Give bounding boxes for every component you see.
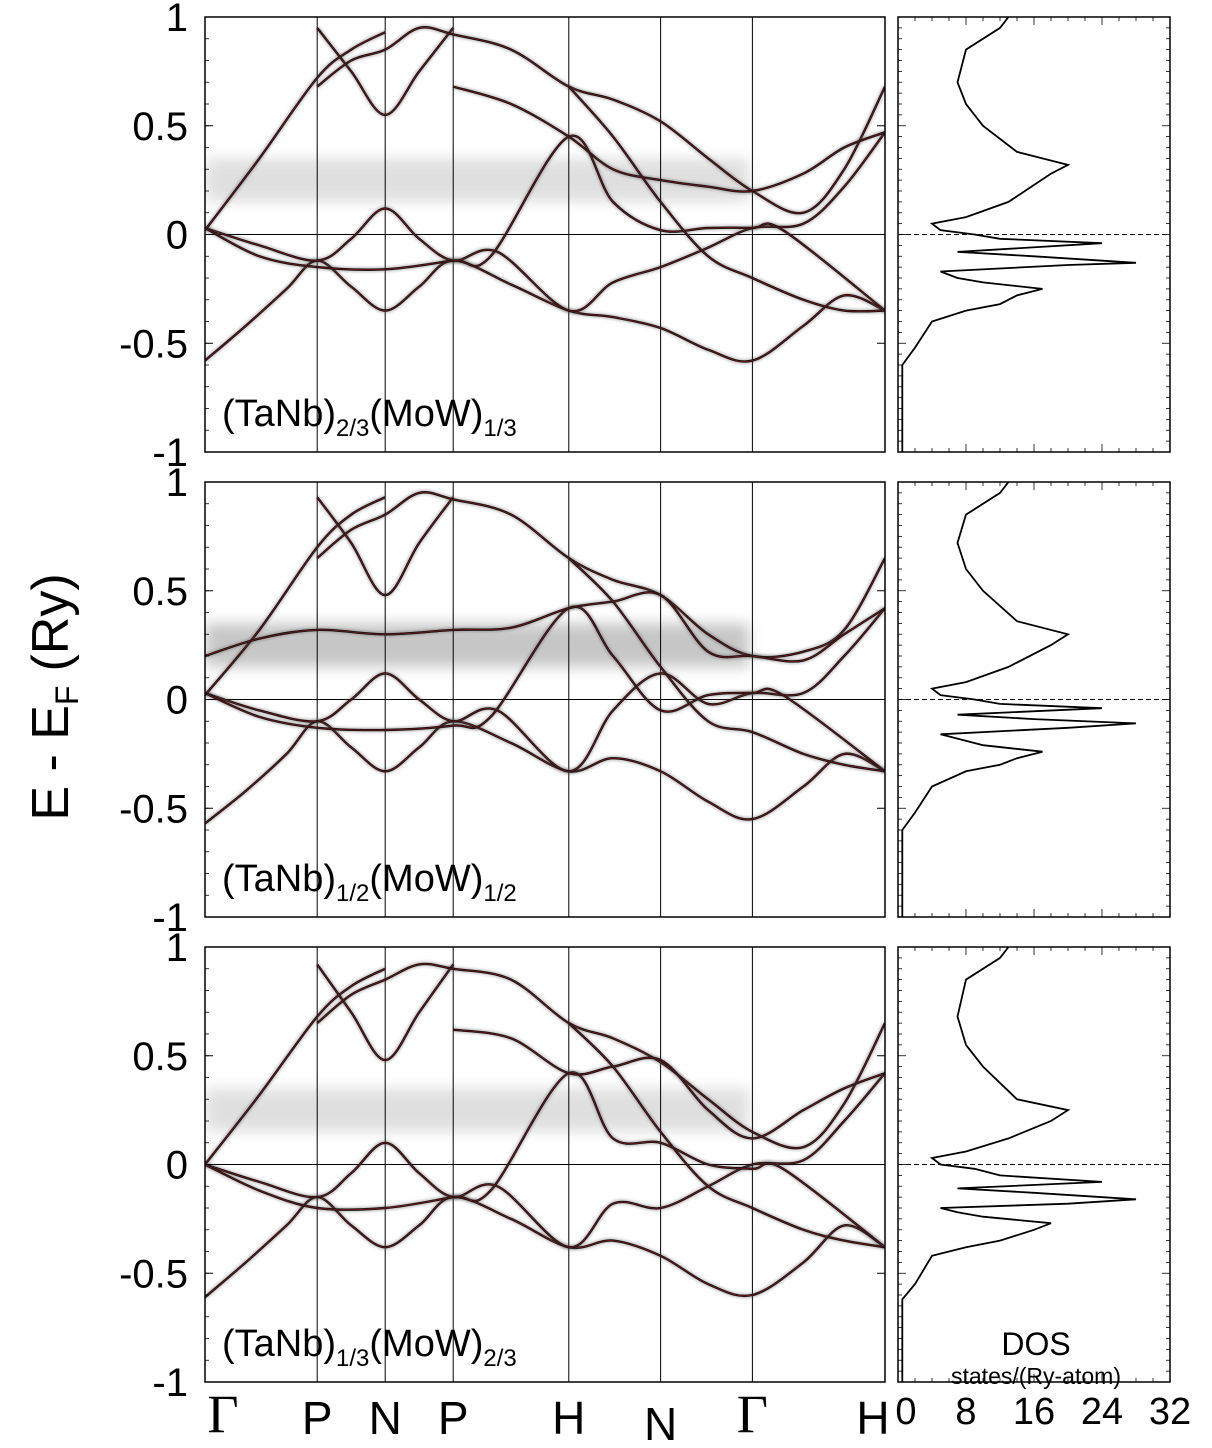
- y-tick-label: -1: [152, 896, 188, 940]
- y-tick-label: 0: [166, 214, 188, 258]
- dos-panel-1: [897, 16, 1171, 453]
- band-core: [316, 27, 454, 116]
- dos-panel-3: [897, 946, 1171, 1383]
- y-tick-label: 1: [166, 461, 188, 505]
- y-tick-label: -0.5: [119, 787, 188, 831]
- dos-x-tick-label: 32: [1149, 1391, 1191, 1433]
- dos-x-tick-label: 8: [955, 1391, 976, 1433]
- dos-title: DOS: [1001, 1326, 1070, 1362]
- label-part: (MoW): [369, 858, 483, 900]
- kpoint-label-5: H: [552, 1392, 585, 1444]
- y-axis-title: E - EF (Ry): [22, 573, 85, 820]
- band-core: [568, 86, 885, 312]
- band-core: [316, 26, 885, 214]
- band-plot-content: [205, 482, 885, 917]
- dos-x-tick-label: 16: [1013, 1391, 1055, 1433]
- kpoint-label-8: H: [856, 1392, 889, 1444]
- y-tick-label: 0.5: [132, 1035, 188, 1079]
- kpoint-label-7: Γ: [737, 1384, 768, 1444]
- y-tick-label: 0: [166, 679, 188, 723]
- band-core: [568, 557, 885, 772]
- svg-text:E - EF(Ry): E - EF (Ry): [22, 573, 85, 820]
- panels: 10.50-0.5-1(TaNb)2/3(MoW)1/310.50-0.5-1(…: [119, 0, 1171, 1405]
- band-core: [568, 1022, 885, 1248]
- panel-3: 1 0.5 0 -0.5 -1 (TaNb)1/3(MoW)2/3: [119, 926, 1171, 1405]
- y-tick-label: 1: [166, 0, 188, 40]
- label-subscript: 2/3: [483, 1345, 516, 1372]
- band-core: [205, 31, 386, 231]
- y-axis-title-unit: (Ry): [22, 573, 80, 671]
- label-part: (MoW): [369, 1323, 483, 1365]
- label-subscript: 1/3: [483, 415, 516, 442]
- band-plot-content: [205, 947, 885, 1382]
- kpoint-label-6: N: [644, 1398, 677, 1448]
- label-subscript: 1/2: [336, 880, 369, 907]
- band-core: [205, 591, 885, 662]
- y-axis-title-main: E - E: [22, 705, 80, 821]
- label-part: (TaNb): [222, 858, 336, 900]
- panel-composition-label: (TaNb)1/2(MoW)1/2: [222, 858, 517, 907]
- dos-x-tick-labels: 0 8 16 24 32: [895, 1391, 1191, 1433]
- band-core: [316, 963, 885, 1149]
- kpoint-label-1: Γ: [207, 1384, 238, 1444]
- y-tick-label: 0.5: [132, 105, 188, 149]
- band-core: [453, 86, 885, 192]
- label-part: (TaNb): [222, 393, 336, 435]
- y-tick-label: -1: [152, 1361, 188, 1405]
- band-core: [205, 968, 386, 1165]
- label-subscript: 1/3: [336, 1345, 369, 1372]
- band-core: [453, 1029, 885, 1139]
- y-tick-label: 0.5: [132, 570, 188, 614]
- band-plot-content: [205, 17, 885, 452]
- dos-curve: [901, 17, 1137, 452]
- y-tick-label: 1: [166, 926, 188, 970]
- panel-composition-label: (TaNb)1/3(MoW)2/3: [222, 1323, 517, 1372]
- dos-x-tick-label: 24: [1081, 1391, 1123, 1433]
- band-core: [205, 607, 885, 772]
- label-subscript: 1/2: [483, 880, 516, 907]
- kpoint-label-4: P: [438, 1392, 469, 1444]
- band-core: [205, 496, 386, 696]
- kpoint-label-3: N: [369, 1392, 402, 1444]
- label-part: (TaNb): [222, 1323, 336, 1365]
- band-core: [316, 491, 885, 658]
- y-axis-title-sub: F: [49, 686, 85, 706]
- y-tick-label: -1: [152, 431, 188, 475]
- band-core: [316, 496, 454, 596]
- y-tick-label: 0: [166, 1144, 188, 1188]
- dos-units: states/(Ry-atom): [951, 1363, 1121, 1389]
- label-part: (MoW): [369, 393, 483, 435]
- dos-curve: [901, 482, 1137, 917]
- panel-2: 10.50-0.5-1(TaNb)1/2(MoW)1/2: [119, 461, 1171, 940]
- panel-1: 1 0.5 0 -0.5 -1 (TaNb)2/3(MoW)1/3: [119, 0, 1171, 475]
- smeared-band-haze: [205, 1088, 749, 1132]
- panel-composition-label: (TaNb)2/3(MoW)1/3: [222, 393, 517, 442]
- dos-panel-2: [897, 481, 1171, 918]
- y-tick-label: -0.5: [119, 1252, 188, 1296]
- label-subscript: 2/3: [336, 415, 369, 442]
- dos-curve: [901, 947, 1137, 1382]
- kpoint-label-2: P: [302, 1392, 333, 1444]
- dos-x-tick-label: 0: [895, 1391, 916, 1433]
- band-core: [205, 1196, 885, 1298]
- y-tick-label: -0.5: [119, 322, 188, 366]
